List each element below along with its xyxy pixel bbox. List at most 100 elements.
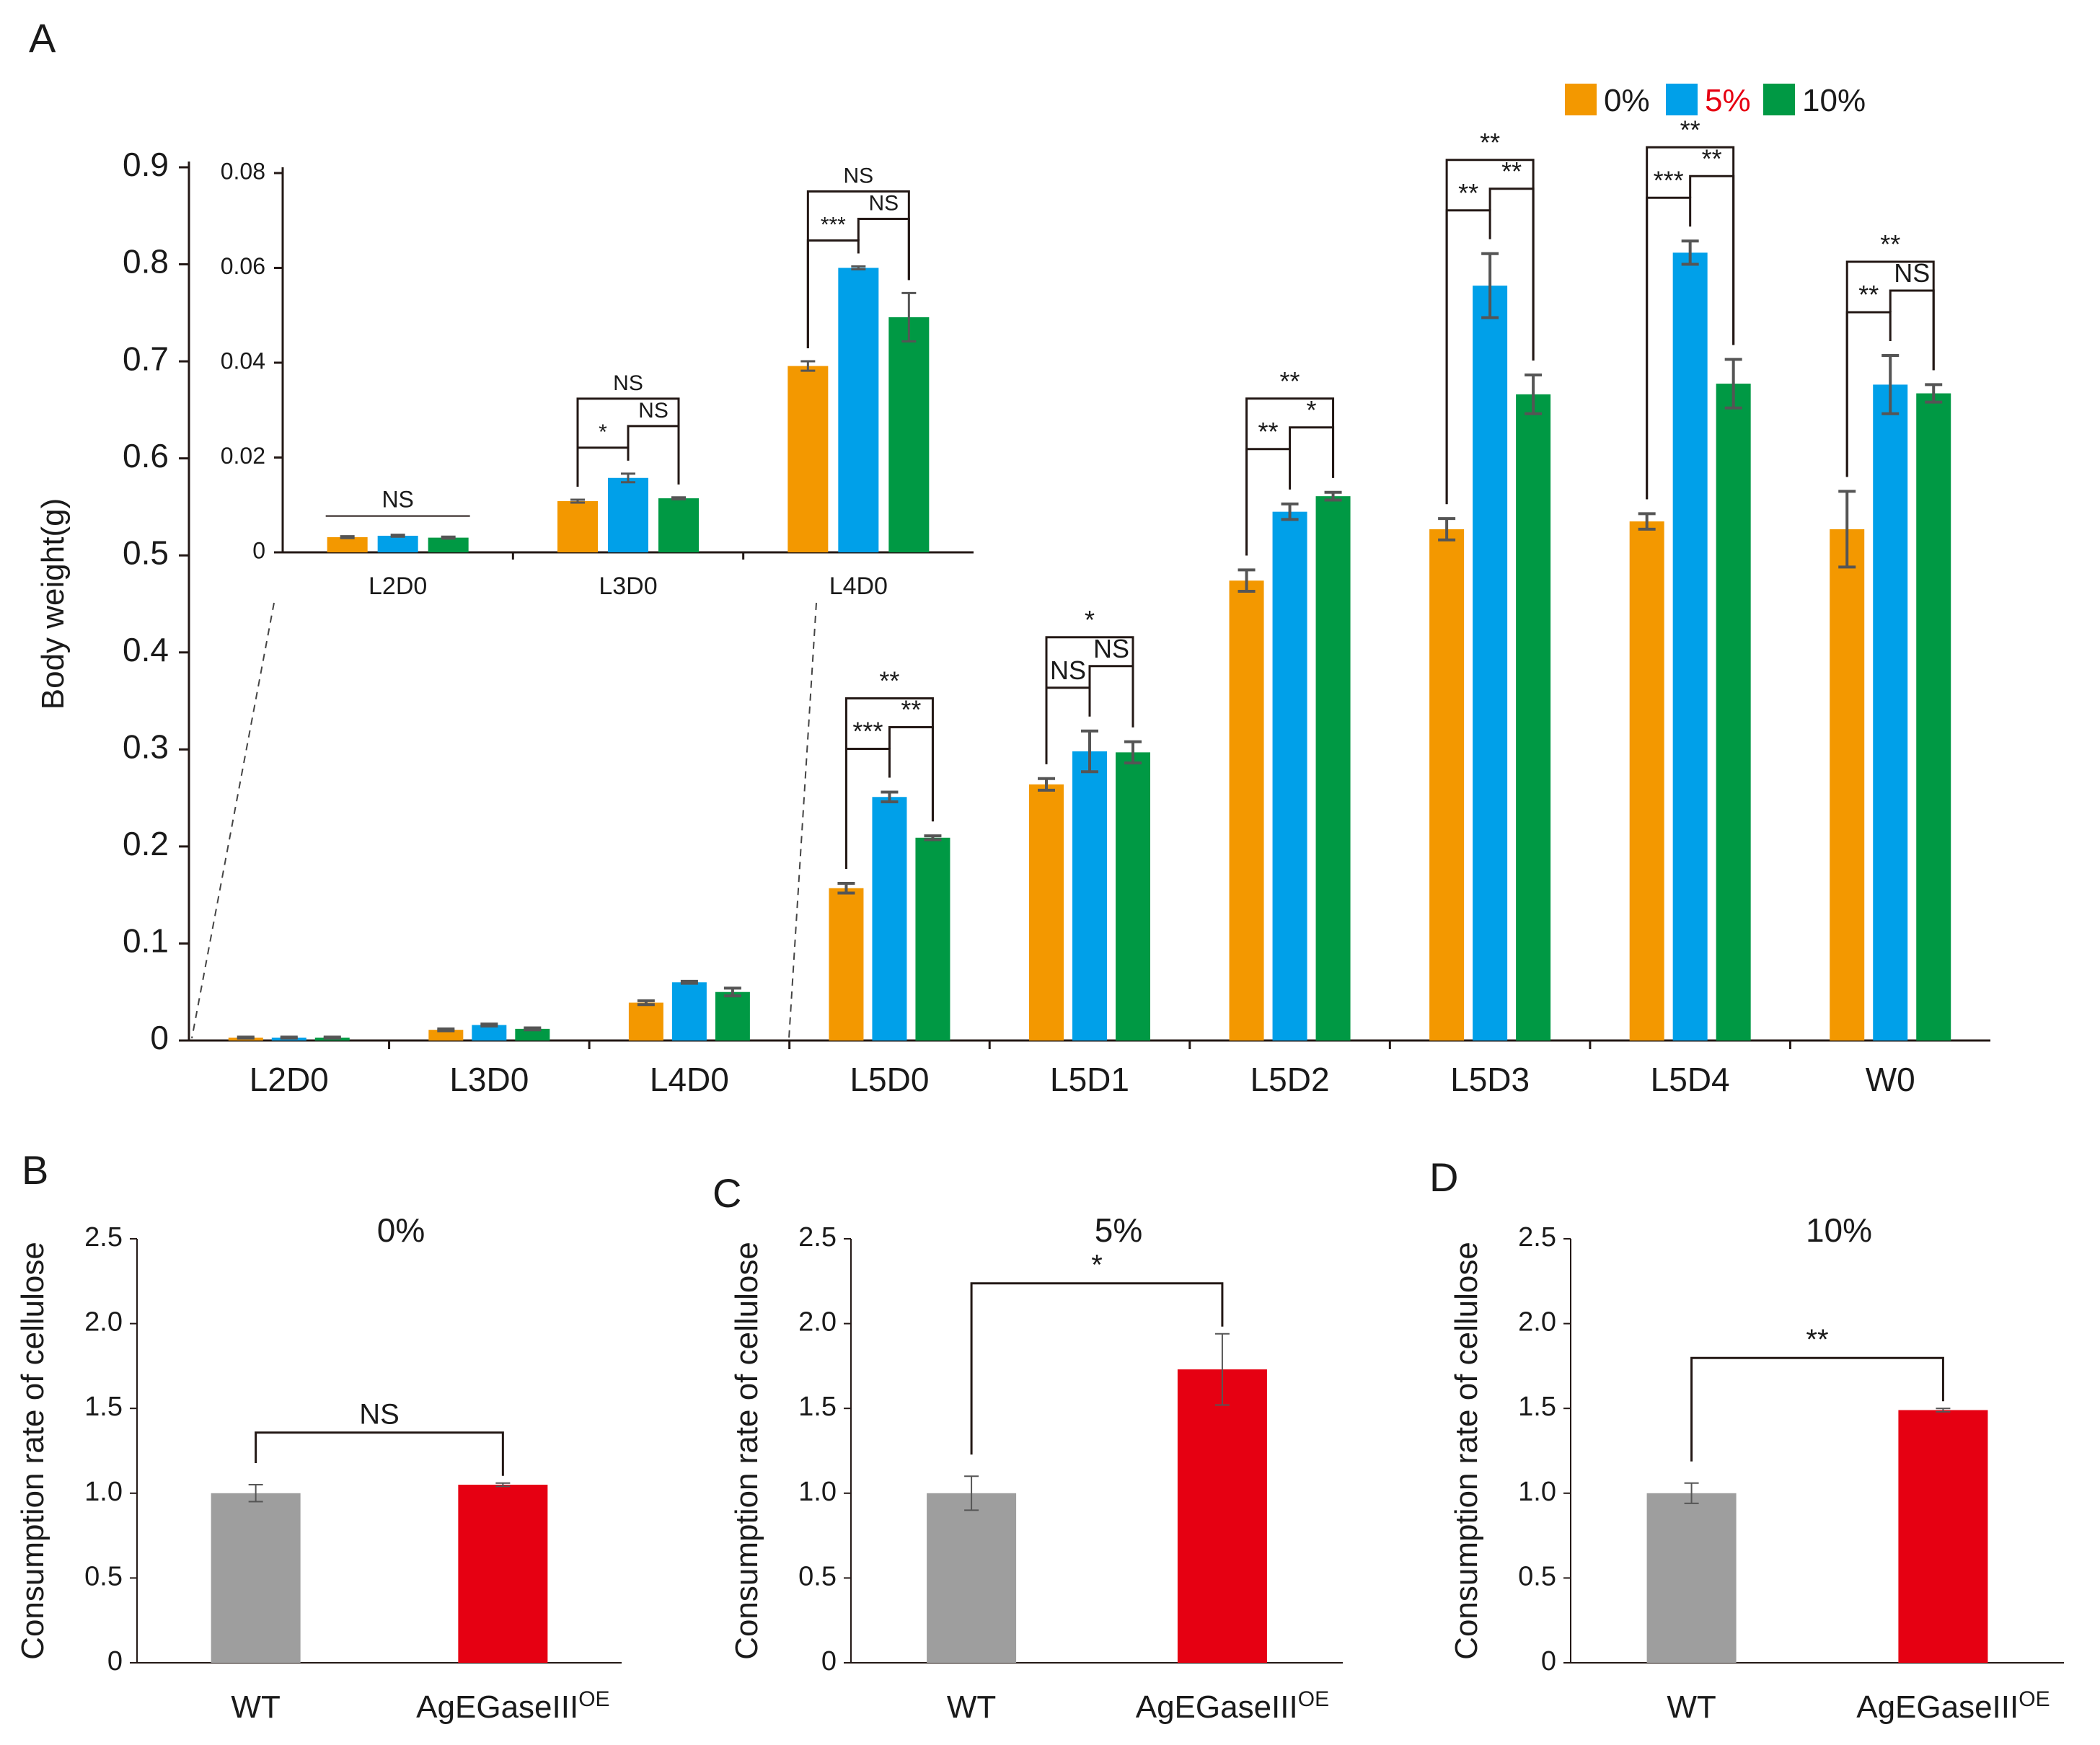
- panel-D-x-tick-label: WT: [1667, 1689, 1716, 1725]
- panel-A-bar: [1429, 529, 1465, 1041]
- panel-A-x-tick-label: L5D0: [850, 1061, 929, 1098]
- panel-A-error-bar: [1238, 568, 1256, 593]
- panel-D-error-bar: [1936, 1408, 1951, 1413]
- panel-A-error-bar: [1438, 517, 1456, 542]
- panel-A-y-tick-label: 0.2: [123, 825, 169, 862]
- panel-A-error-bar: [237, 1035, 255, 1040]
- panel-A-x-tick-label: L5D1: [1050, 1061, 1129, 1098]
- panel-A-error-bar: [1881, 354, 1900, 415]
- inset-bar: [788, 366, 829, 552]
- zoom-guide-right: [788, 602, 817, 1039]
- panel-C-bar: [927, 1493, 1017, 1663]
- panel-A-error-bar: [881, 790, 899, 803]
- inset-significance-bracket: [806, 190, 910, 349]
- panel-D-significance-bracket-label: **: [1806, 1324, 1828, 1356]
- panel-A-error-bar: [1481, 252, 1499, 319]
- panel-A-error-bar: [1281, 502, 1299, 521]
- panel-B-y-tick-label: 0: [107, 1646, 123, 1676]
- panel-D-title: 10%: [1806, 1211, 1872, 1249]
- panel-C-error-bar: [1214, 1333, 1230, 1406]
- panel-B-y-tick-label: 2.0: [84, 1307, 123, 1338]
- panel-A-significance-bracket-label: NS: [1894, 258, 1930, 288]
- panel-A-bar: [915, 837, 950, 1041]
- panel-B-x-tick-label: WT: [231, 1689, 280, 1725]
- panel-C-error-bar: [964, 1475, 979, 1511]
- panel-A-bar: [1629, 521, 1664, 1041]
- panel-D-y-axis-label: Consumption rate of cellulose: [1449, 1242, 1484, 1660]
- inset-bar: [377, 535, 418, 552]
- panel-A-y-tick-label: 0.3: [123, 728, 169, 765]
- panel-D-x-tick-superscript: OE: [2019, 1687, 2050, 1711]
- panel-B-bar: [211, 1493, 301, 1663]
- panel-label-D: D: [1429, 1154, 1458, 1200]
- inset-significance-bracket-label: NS: [638, 399, 669, 423]
- panel-A-significance-bracket-label: **: [1858, 280, 1879, 309]
- inset-error-bar: [570, 498, 585, 504]
- panel-D-x-tick-label: AgEGaseIIIOE: [1856, 1687, 2050, 1726]
- panel-A-significance-bracket-label: NS: [1050, 655, 1086, 685]
- panel-A-error-bar: [680, 979, 698, 985]
- panel-A-significance-bracket-label: NS: [1093, 634, 1129, 663]
- inset-y-tick-label: 0.08: [221, 158, 265, 184]
- legend-label: 0%: [1604, 83, 1650, 118]
- inset-bar: [428, 537, 469, 552]
- panel-B-significance-bracket: [255, 1431, 504, 1476]
- panel-A-significance-bracket-label: **: [879, 666, 899, 696]
- panel-A-y-tick-label: 0.5: [123, 534, 169, 571]
- panel-D-y-tick-label: 2.5: [1518, 1222, 1556, 1253]
- panel-C-y-axis-label: Consumption rate of cellulose: [729, 1242, 764, 1660]
- panel-C-x-tick-label: WT: [947, 1689, 996, 1725]
- inset-error-bar: [851, 265, 866, 270]
- panel-A-bar: [1672, 252, 1708, 1041]
- panel-A-error-bar: [837, 882, 855, 895]
- panel-A-error-bar: [480, 1022, 498, 1028]
- panel-A-error-bar: [437, 1027, 455, 1033]
- panel-A-y-tick-label: 0.4: [123, 631, 169, 668]
- panel-A-x-tick-label: L5D2: [1250, 1061, 1330, 1098]
- panel-A-error-bar: [1925, 383, 1943, 404]
- inset-error-bar: [671, 496, 686, 500]
- inset-error-bar: [441, 535, 456, 540]
- panel-A-bar: [1072, 751, 1107, 1041]
- inset-y-tick-label: 0.02: [221, 443, 265, 469]
- panel-A-significance-bracket: [1646, 146, 1735, 500]
- panel-A-bar: [1916, 393, 1951, 1041]
- panel-D-y-tick-label: 0.5: [1518, 1561, 1556, 1591]
- inset-error-bar: [621, 472, 635, 484]
- panel-A-significance-bracket: [1088, 665, 1134, 728]
- inset-significance-bracket: [576, 397, 680, 487]
- panel-A-y-tick-label: 0.7: [123, 340, 169, 377]
- inset-significance-bracket-label: *: [599, 420, 607, 444]
- panel-A-x-tick-label: L5D3: [1450, 1061, 1530, 1098]
- panel-A-significance-bracket: [1889, 289, 1935, 371]
- panel-A-significance-bracket-label: **: [1680, 115, 1700, 144]
- panel-B-error-bar: [495, 1482, 511, 1488]
- inset-bar: [327, 536, 368, 552]
- panel-A-y-tick-label: 0.1: [123, 922, 169, 960]
- inset-y-tick-label: 0: [252, 537, 265, 563]
- panel-B-y-tick-label: 0.5: [84, 1561, 123, 1591]
- inset-bar: [658, 498, 699, 552]
- inset-x-tick-label: L3D0: [599, 573, 657, 600]
- inset-x-tick-label: L4D0: [829, 573, 888, 600]
- inset-error-bar: [340, 535, 355, 539]
- panel-A-bar: [1516, 394, 1551, 1041]
- inset-x-tick-label: L2D0: [369, 573, 427, 600]
- inset-bar: [608, 477, 648, 552]
- inset-error-bar: [800, 360, 816, 372]
- inset-bar: [557, 500, 598, 552]
- panel-A-error-bar: [924, 834, 942, 841]
- panel-A-significance-bracket: [1289, 426, 1335, 478]
- panel-B-y-tick-label: 1.5: [84, 1392, 123, 1422]
- panel-A-bar: [1716, 384, 1751, 1041]
- panel-A-y-axis-label: Body weight(g): [35, 498, 71, 710]
- panel-A-bar: [1029, 784, 1064, 1041]
- inset-significance-label: NS: [381, 487, 413, 513]
- panel-A-bar: [515, 1028, 550, 1041]
- panel-A-y-tick-label: 0: [150, 1019, 169, 1056]
- panel-A-significance-bracket-label: **: [1501, 156, 1522, 186]
- panel-C-significance-bracket: [970, 1282, 1224, 1455]
- panel-D-y-tick-label: 1.5: [1518, 1392, 1556, 1422]
- panel-A-significance-bracket-label: **: [1280, 366, 1300, 396]
